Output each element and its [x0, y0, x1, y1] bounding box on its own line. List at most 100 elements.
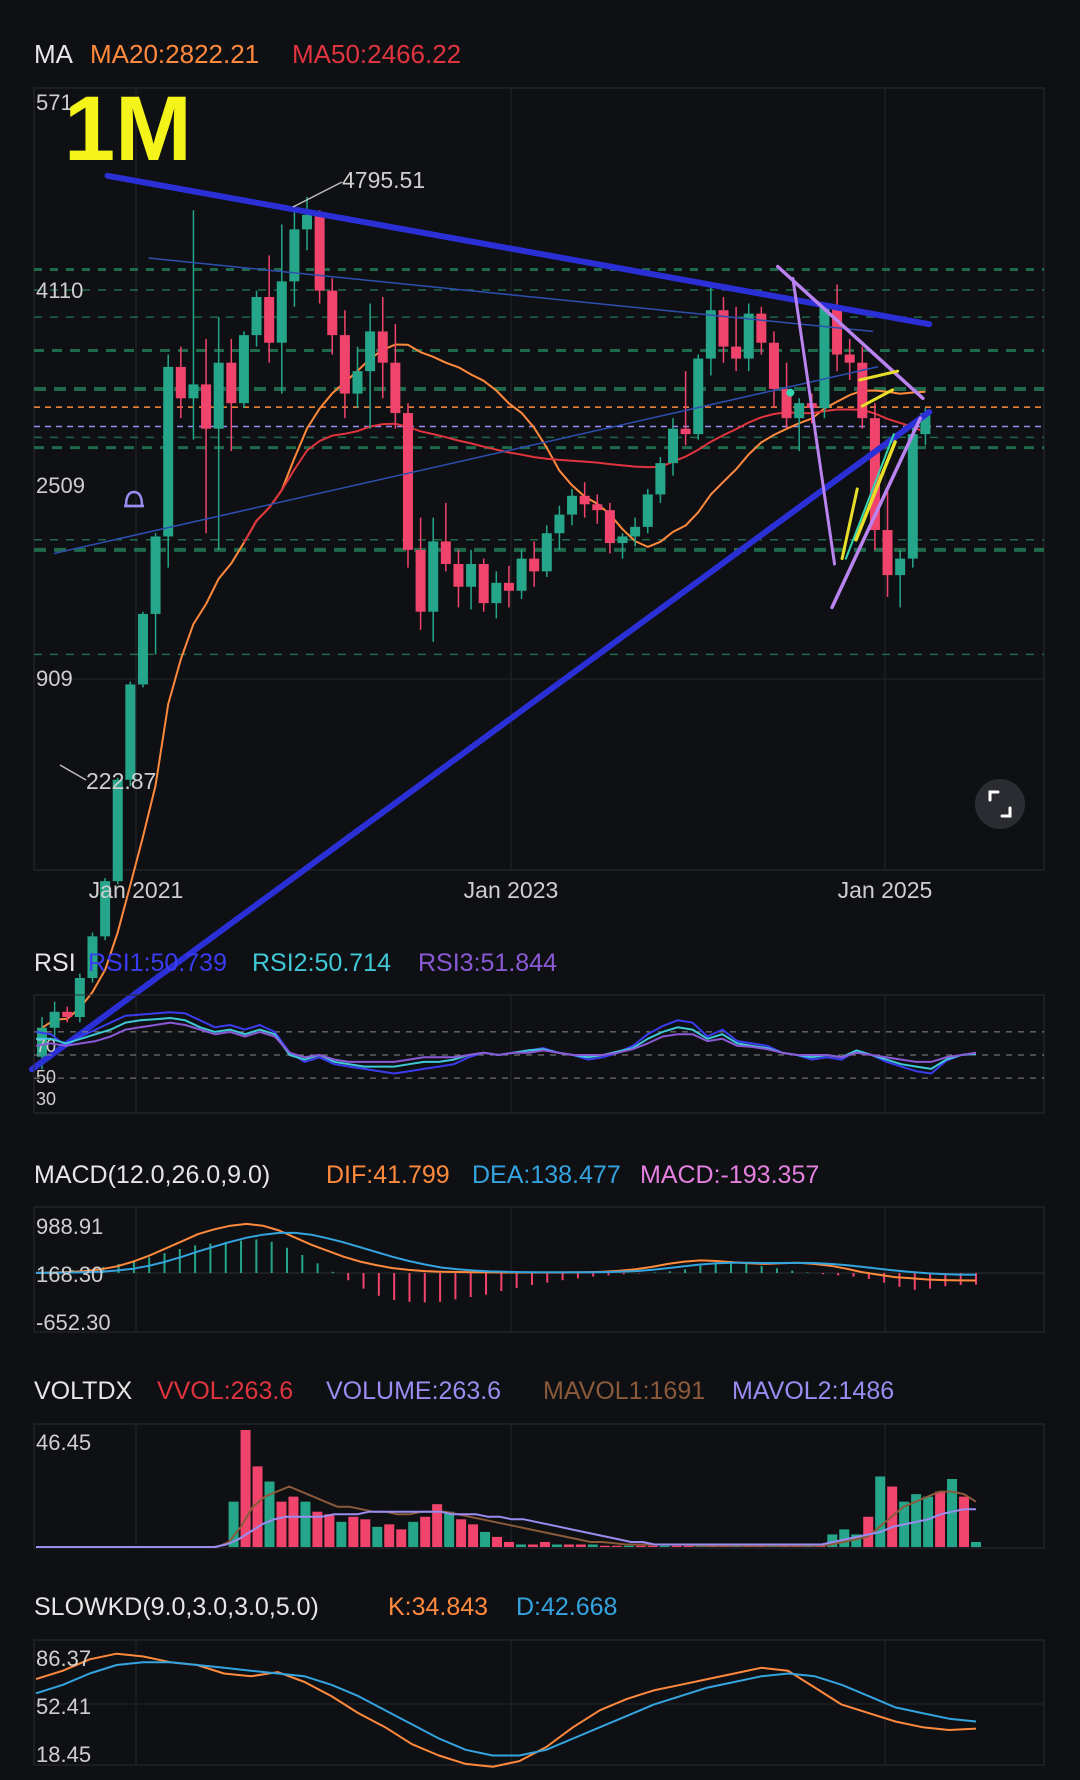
main-title: MA: [34, 39, 74, 69]
kd-y-mid: 52.41: [36, 1694, 91, 1719]
timeframe-badge: 1M: [64, 78, 192, 180]
rsi2-label: RSI2:50.714: [252, 949, 391, 977]
rsi3-label: RSI3:51.844: [418, 949, 557, 977]
volume-bar-75: [935, 1491, 946, 1547]
wedge-down-leg: [791, 276, 837, 566]
candle-body-49: [655, 463, 666, 495]
yellow-mark-4: [860, 388, 895, 408]
candle-body-20: [289, 229, 300, 282]
candle-body-1: [49, 1011, 60, 1028]
thin-falling-line: [148, 257, 874, 333]
candle-body-19: [276, 281, 287, 343]
x-label-2025: Jan 2025: [838, 877, 933, 903]
macd-panel: MACD(12.0,26.0,9.0) DIF:41.799 DEA:138.4…: [33, 1161, 1045, 1335]
ma50-label: MA50:2466.22: [292, 39, 461, 69]
candle-body-54: [718, 310, 729, 347]
volume-bar-27: [360, 1519, 371, 1547]
main-panel: MA MA20:2822.21 MA50:2466.22 4110 2509 9…: [28, 39, 1045, 1073]
candle-body-30: [415, 549, 426, 612]
candle-body-48: [642, 494, 653, 527]
wedge-lower-line: [830, 416, 923, 610]
candle-body-55: [731, 346, 742, 359]
candle-body-46: [617, 536, 628, 544]
volume-bar-33: [432, 1504, 443, 1547]
candle-body-66: [869, 418, 880, 531]
candle-body-56: [743, 313, 754, 359]
vvol-label: VVOL:263.6: [157, 1377, 293, 1405]
mavol2-label: MAVOL2:1486: [732, 1377, 894, 1405]
candle-body-26: [365, 331, 376, 372]
yellow-mark-1: [840, 487, 859, 561]
candle-body-14: [213, 362, 224, 429]
volume-bar-73: [911, 1494, 922, 1547]
expand-button[interactable]: [975, 779, 1025, 829]
candle-body-39: [529, 558, 540, 572]
candle-body-70: [920, 413, 931, 435]
wedge-upper-line: [775, 264, 925, 401]
rsi-title: RSI: [34, 949, 76, 977]
y-label-909: 909: [36, 666, 73, 691]
mavol2-line: [36, 1508, 976, 1548]
rsi-line-rsi2: [36, 1017, 977, 1070]
alert-bell-icon[interactable]: [124, 490, 144, 508]
y-label-2509: 2509: [36, 473, 85, 498]
rsi-line-rsi1: [35, 1011, 977, 1075]
candle-body-12: [188, 384, 199, 399]
volume-bar-44: [563, 1544, 574, 1547]
volume-bar-52: [659, 1545, 670, 1547]
volume-bar-23: [312, 1511, 323, 1547]
volume-bar-45: [575, 1544, 586, 1547]
macd-label: MACD:-193.357: [640, 1161, 819, 1189]
volume-bar-43: [551, 1544, 562, 1547]
vol-y-top: 46.45: [36, 1430, 91, 1455]
candle-body-17: [251, 296, 262, 336]
volume-bar-20: [276, 1501, 287, 1547]
macd-frame: [33, 1206, 1045, 1333]
y-label-top: 571: [36, 90, 73, 115]
high-pointer: [292, 181, 343, 208]
d-label: D:42.668: [516, 1593, 617, 1621]
volume-bar-22: [300, 1501, 311, 1547]
candle-body-3: [74, 978, 85, 1018]
candle-body-25: [352, 371, 363, 394]
volume-bar-53: [671, 1545, 682, 1547]
vol-frame: [33, 1423, 1045, 1549]
candle-body-2: [62, 1011, 73, 1018]
candle-body-50: [668, 428, 678, 464]
volume-bar-36: [468, 1524, 479, 1547]
kd-frame: [33, 1639, 1045, 1766]
candle-body-64: [844, 354, 855, 363]
volume-bar-18: [252, 1466, 263, 1547]
macd-lines: [35, 1222, 977, 1282]
candle-body-10: [163, 366, 174, 537]
dif-label: DIF:41.799: [326, 1161, 450, 1189]
candle-body-47: [630, 526, 641, 537]
candle-body-6: [112, 779, 123, 882]
thin-rising-line: [53, 366, 879, 555]
candle-body-13: [201, 384, 212, 429]
kd-y-bottom: 18.45: [36, 1742, 91, 1767]
candle-body-5: [100, 881, 111, 937]
rsi-lines: [35, 1011, 977, 1075]
volume-bar-29: [384, 1524, 395, 1547]
volume-bar-50: [635, 1545, 646, 1547]
volume-bar-49: [623, 1545, 634, 1547]
volume-bar-34: [444, 1511, 455, 1547]
ma20-line: [41, 343, 926, 1029]
x-label-2023: Jan 2023: [464, 877, 559, 903]
volume-bar-69: [863, 1516, 874, 1547]
volume-bar-21: [288, 1496, 299, 1547]
candle-body-28: [390, 362, 401, 414]
candle-body-22: [314, 214, 325, 291]
rsi-level-50: 50: [36, 1067, 56, 1087]
lower-trendline: [28, 409, 933, 1073]
volume-bar-66: [827, 1534, 838, 1547]
candle-body-24: [339, 335, 350, 394]
d-line: [35, 1661, 977, 1757]
candle-body-11: [175, 366, 186, 399]
rsi-panel: RSI RSI1:50.739 RSI2:50.714 RSI3:51.844 …: [33, 949, 1045, 1114]
candle-body-51: [680, 428, 691, 435]
candle-body-15: [226, 362, 237, 404]
volume-bar-47: [599, 1545, 610, 1547]
